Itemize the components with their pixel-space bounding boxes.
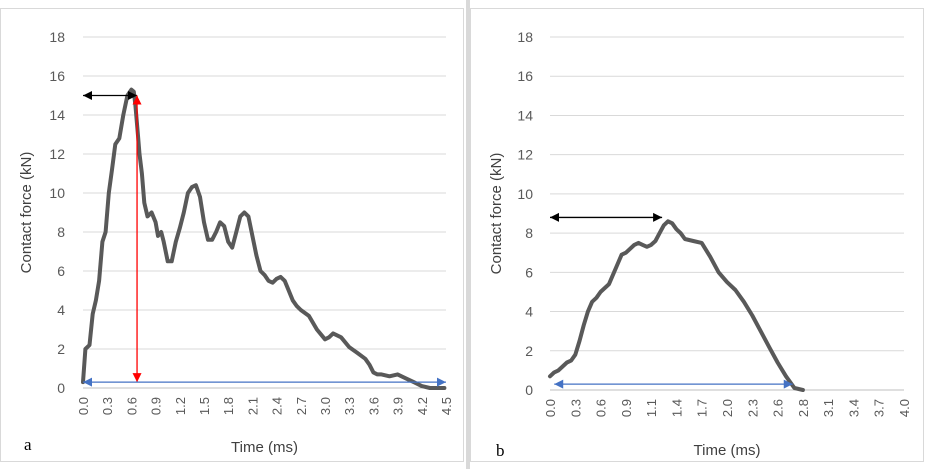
y-tick-label: 0 <box>525 382 533 398</box>
series-line <box>81 87 447 390</box>
panel-a-frame <box>0 8 464 462</box>
x-tick-label: 2.4 <box>270 397 285 415</box>
panel-b-frame <box>470 8 924 462</box>
x-tick-label: 2.7 <box>294 397 309 415</box>
x-tick-label: 1.7 <box>695 399 710 417</box>
y-tick-label: 12 <box>517 147 533 163</box>
x-tick-label: 3.0 <box>318 397 333 415</box>
y-tick-label: 14 <box>49 107 65 123</box>
x-axis-title: Time (ms) <box>694 442 761 459</box>
x-tick-label: 0.0 <box>543 399 558 417</box>
x-tick-label: 3.7 <box>872 399 887 417</box>
rise-time-arrow-head <box>128 91 138 100</box>
y-tick-label: 4 <box>525 304 533 320</box>
y-tick-label: 10 <box>49 185 65 201</box>
x-tick-label: 0.0 <box>76 397 91 415</box>
y-tick-label: 2 <box>525 343 533 359</box>
x-tick-label: 1.2 <box>173 397 188 415</box>
duration-arrow-tail <box>554 379 564 389</box>
x-tick-label: 2.3 <box>745 399 760 417</box>
x-tick-label: 0.3 <box>100 397 115 415</box>
x-tick-label: 0.6 <box>124 397 139 415</box>
x-tick-label: 4.5 <box>439 397 454 415</box>
x-tick-label: 3.4 <box>846 399 861 417</box>
y-tick-label: 2 <box>57 341 65 357</box>
y-tick-label: 4 <box>57 302 65 318</box>
x-tick-label: 4.0 <box>897 399 912 417</box>
y-tick-label: 18 <box>49 29 65 45</box>
chart-a-svg: 0 2 4 6 8 10 12 14 16 18 0.0 0.3 0.6 0.9 1.2 1.5 1.8 2.1 2… <box>18 29 454 456</box>
y-tick-label: 18 <box>517 29 533 45</box>
y-axis-title: Contact force (kN) <box>488 153 505 275</box>
panel-divider <box>466 0 470 469</box>
x-tick-label: 1.5 <box>197 397 212 415</box>
y-tick-label: 6 <box>57 263 65 279</box>
x-tick-label: 2.0 <box>720 399 735 417</box>
x-tick-label: 0.9 <box>619 399 634 417</box>
x-tick-label: 2.1 <box>245 397 260 415</box>
x-tick-label: 0.6 <box>594 399 609 417</box>
rise-time-arrow-tail <box>83 91 92 100</box>
x-tick-label: 2.6 <box>771 399 786 417</box>
x-tick-label: 2.8 <box>796 399 811 417</box>
x-tick-label: 0.9 <box>149 397 164 415</box>
x-tick-label: 1.8 <box>221 397 236 415</box>
y-tick-label: 14 <box>517 107 533 123</box>
y-tick-label: 6 <box>525 264 533 280</box>
peak-force-arrow-tail <box>132 95 142 105</box>
chart-panel-b: 0 2 4 6 8 10 12 14 16 18 0.0 0.3 0.6 0.9 1.1 1.4 1.7 2.0 2… <box>470 0 926 469</box>
y-tick-label: 12 <box>49 146 65 162</box>
x-tick-label: 3.3 <box>342 397 357 415</box>
rise-time-arrow-tail <box>550 212 559 222</box>
x-axis-title: Time (ms) <box>231 439 298 456</box>
x-tick-label: 3.1 <box>821 399 836 417</box>
x-tick-label: 4.2 <box>415 397 430 415</box>
x-tick-label: 3.9 <box>391 397 406 415</box>
peak-force-arrow-head <box>132 373 142 383</box>
y-tick-label: 0 <box>57 380 65 396</box>
duration-arrow-head <box>437 377 446 387</box>
x-tick-label: 1.1 <box>644 399 659 417</box>
x-tick-label: 0.3 <box>568 399 583 417</box>
y-tick-label: 10 <box>517 186 533 202</box>
panel-label-a: a <box>24 435 32 454</box>
y-axis-title: Contact force (kN) <box>18 152 35 274</box>
chart-panel-a: 0 2 4 6 8 10 12 14 16 18 0.0 0.3 0.6 0.9 1.2 1.5 1.8 2.1 2… <box>0 8 464 462</box>
series-line <box>548 219 805 392</box>
duration-arrow-head <box>783 379 793 389</box>
x-tick-label: 3.6 <box>366 397 381 415</box>
rise-time-arrow-head <box>653 212 663 222</box>
y-tick-label: 8 <box>525 225 533 241</box>
chart-b-svg: 0 2 4 6 8 10 12 14 16 18 0.0 0.3 0.6 0.9 1.1 1.4 1.7 2.0 2… <box>488 29 912 459</box>
y-tick-label: 8 <box>57 224 65 240</box>
duration-arrow-tail <box>83 377 92 387</box>
y-tick-label: 16 <box>517 68 533 84</box>
panel-label-b: b <box>496 441 505 460</box>
x-tick-label: 1.4 <box>669 399 684 417</box>
y-tick-label: 16 <box>49 68 65 84</box>
